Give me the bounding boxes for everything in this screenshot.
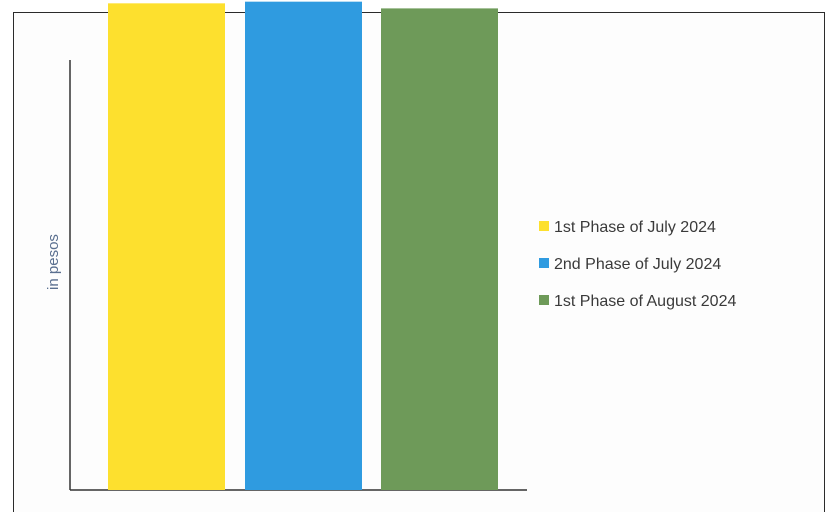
legend-swatch-1 bbox=[539, 221, 549, 231]
legend-label-1: 1st Phase of July 2024 bbox=[554, 219, 716, 236]
legend-swatch-2 bbox=[539, 258, 549, 268]
legend: 1st Phase of July 2024 2nd Phase of July … bbox=[539, 219, 736, 310]
value-label-3: 204.93 bbox=[415, 0, 464, 3]
bars-group bbox=[108, 1, 498, 491]
bar-2 bbox=[245, 1, 362, 491]
legend-label-2: 2nd Phase of July 2024 bbox=[554, 256, 721, 273]
y-axis-label: in pesos bbox=[45, 234, 62, 290]
legend-swatch-3 bbox=[539, 295, 549, 305]
legend-label-3: 1st Phase of August 2024 bbox=[554, 293, 736, 310]
value-labels-group: 207.08207.79204.93 bbox=[415, 0, 464, 3]
bar-3 bbox=[381, 8, 498, 491]
bar-1 bbox=[108, 3, 225, 491]
